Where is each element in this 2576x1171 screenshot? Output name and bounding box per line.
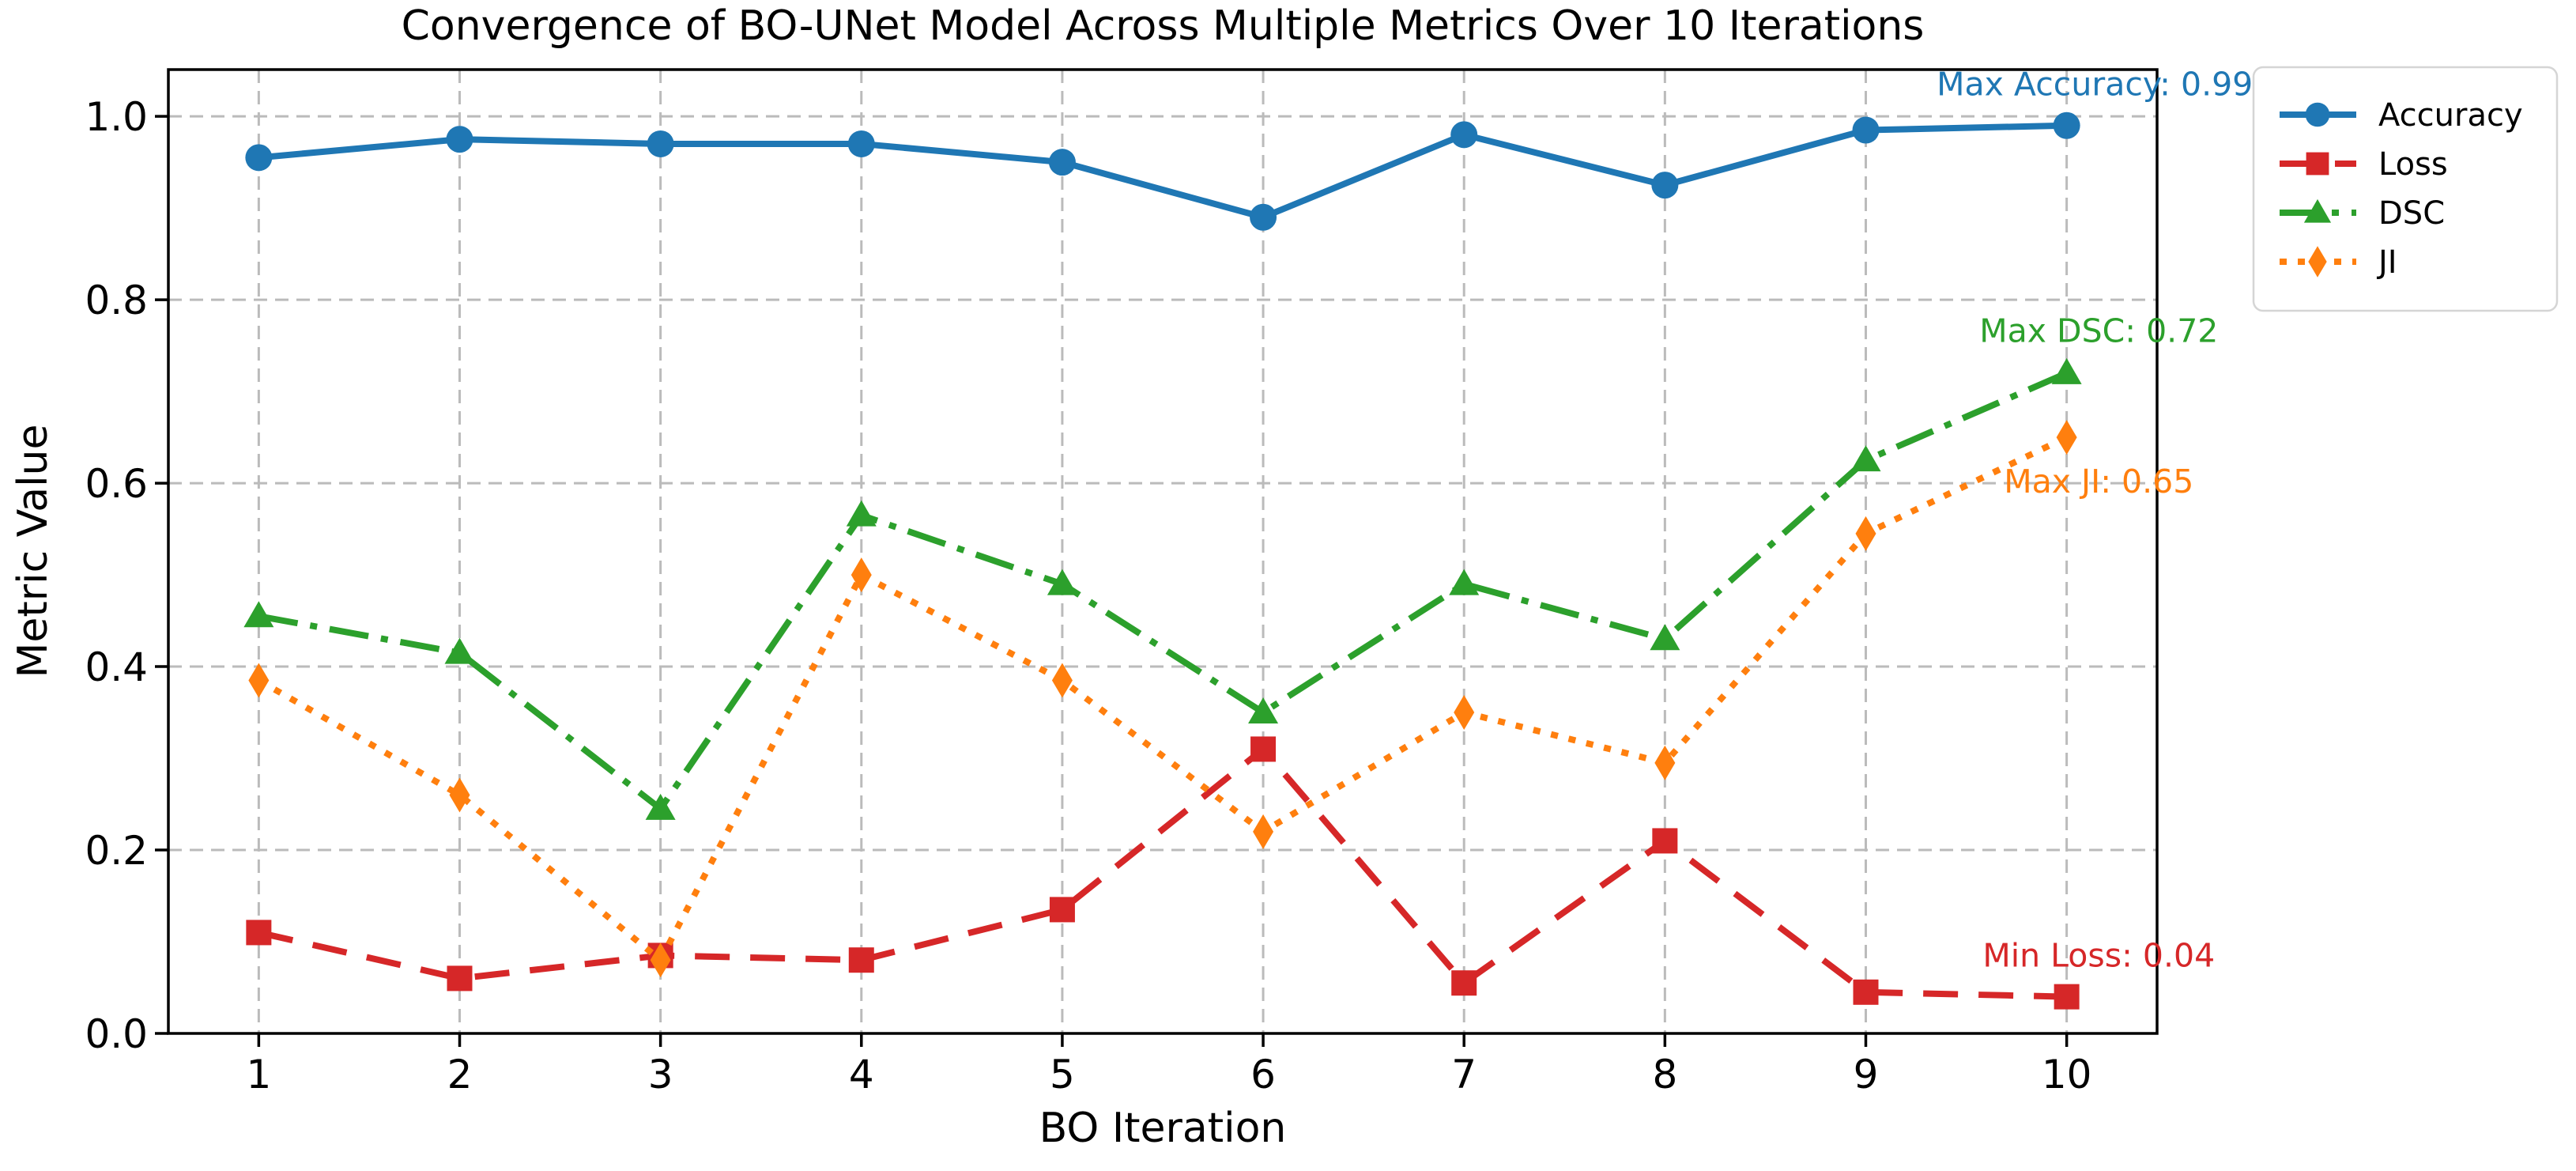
legend-label-ji: JI — [2376, 244, 2397, 281]
annotation-max-ji: Max JI: 0.65 — [2004, 463, 2193, 501]
marker-ji-8 — [1654, 745, 1676, 780]
y-tick-label-0.2: 0.2 — [85, 828, 148, 874]
marker-accuracy-7 — [1450, 121, 1478, 149]
x-tick-label-2: 2 — [447, 1052, 473, 1097]
marker-loss-10 — [2054, 984, 2080, 1010]
chart-title: Convergence of BO-UNet Model Across Mult… — [401, 2, 1925, 50]
marker-accuracy-1 — [245, 144, 273, 172]
marker-accuracy-5 — [1048, 149, 1076, 176]
marker-loss-2 — [447, 965, 473, 992]
marker-loss-8 — [1652, 828, 1678, 854]
series-line-dsc — [258, 370, 2069, 812]
annotation-max-accuracy: Max Accuracy: 0.99 — [1937, 66, 2253, 104]
legend-marker-dsc — [2303, 198, 2332, 223]
marker-loss-6 — [1250, 736, 1277, 762]
x-tick-label-1: 1 — [246, 1052, 271, 1097]
y-tick-label-1: 1.0 — [85, 94, 148, 140]
marker-dsc-4 — [846, 500, 877, 527]
legend-marker-loss — [2306, 152, 2329, 176]
marker-dsc-6 — [1248, 697, 1279, 724]
x-tick-label-7: 7 — [1451, 1052, 1477, 1097]
y-tick-label-0.6: 0.6 — [85, 461, 148, 507]
marker-ji-4 — [850, 557, 872, 593]
marker-accuracy-4 — [847, 130, 875, 157]
marker-accuracy-9 — [1852, 116, 1880, 144]
marker-dsc-1 — [243, 601, 274, 628]
marker-dsc-9 — [1850, 445, 1881, 472]
x-axis-label: BO Iteration — [1039, 1105, 1287, 1152]
x-tick-label-9: 9 — [1854, 1052, 1879, 1097]
marker-dsc-2 — [444, 637, 475, 664]
marker-accuracy-6 — [1250, 203, 1277, 231]
y-tick-label-0.4: 0.4 — [85, 644, 148, 690]
marker-loss-4 — [848, 947, 874, 973]
x-tick-label-5: 5 — [1050, 1052, 1075, 1097]
annotation-max-dsc: Max DSC: 0.72 — [1979, 312, 2218, 350]
y-tick-label-0: 0.0 — [85, 1011, 148, 1057]
series-line-loss — [258, 746, 2067, 1000]
marker-dsc-3 — [645, 793, 676, 820]
x-tick-label-8: 8 — [1652, 1052, 1677, 1097]
marker-ji-7 — [1454, 695, 1475, 731]
marker-ji-3 — [650, 942, 671, 978]
marker-loss-7 — [1451, 970, 1477, 996]
marker-ji-9 — [1855, 516, 1876, 551]
marker-accuracy-2 — [446, 126, 473, 153]
marker-accuracy-10 — [2053, 111, 2080, 139]
marker-ji-5 — [1051, 663, 1073, 698]
legend-label-dsc: DSC — [2378, 195, 2445, 232]
marker-ji-10 — [2056, 420, 2077, 455]
marker-loss-1 — [246, 920, 272, 946]
marker-ji-6 — [1253, 814, 1274, 849]
marker-dsc-5 — [1047, 569, 1077, 595]
marker-dsc-7 — [1449, 569, 1480, 595]
legend-label-accuracy: Accuracy — [2378, 97, 2523, 134]
x-tick-label-4: 4 — [849, 1052, 874, 1097]
marker-dsc-10 — [2051, 357, 2082, 384]
x-tick-label-10: 10 — [2042, 1052, 2092, 1097]
marker-loss-5 — [1049, 897, 1075, 923]
legend-box — [2252, 66, 2559, 312]
legend-marker-ji — [2308, 246, 2327, 278]
marker-accuracy-3 — [647, 130, 674, 157]
legend-label-loss: Loss — [2378, 146, 2448, 183]
marker-loss-9 — [1853, 979, 1879, 1005]
x-tick-label-6: 6 — [1250, 1052, 1276, 1097]
marker-accuracy-8 — [1651, 172, 1679, 199]
y-tick-label-0.8: 0.8 — [85, 278, 148, 323]
marker-dsc-8 — [1650, 624, 1680, 651]
marker-ji-2 — [449, 777, 470, 813]
annotation-min-loss: Min Loss: 0.04 — [1982, 936, 2215, 974]
series-line-accuracy — [258, 122, 2067, 221]
series-line-ji — [257, 434, 2069, 964]
axes-spines — [167, 68, 2159, 1035]
legend-marker-accuracy — [2305, 102, 2330, 127]
x-tick-label-3: 3 — [648, 1052, 673, 1097]
marker-ji-1 — [248, 663, 270, 698]
